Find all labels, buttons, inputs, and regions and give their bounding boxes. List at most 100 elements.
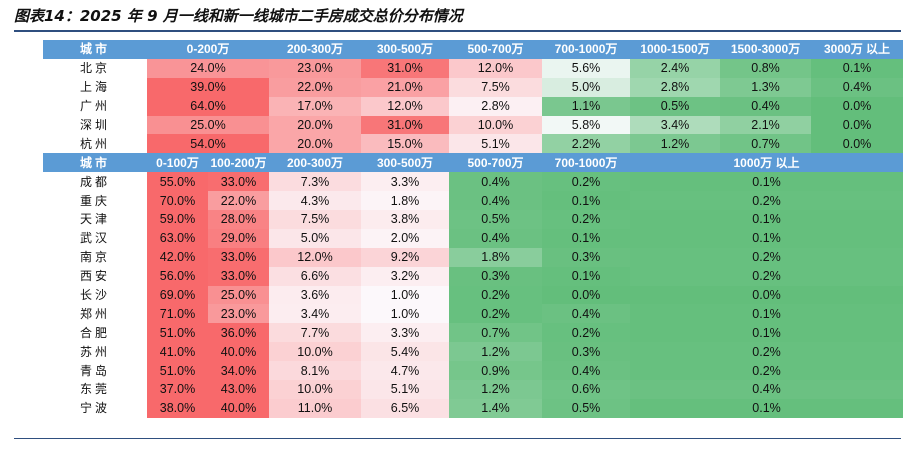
column-header: 城市 — [43, 40, 147, 59]
value-cell: 3.2% — [361, 266, 450, 286]
column-header: 0-200万 — [147, 40, 270, 59]
value-cell: 56.0% — [147, 266, 208, 286]
table1-header-row: 城市 0-200万 200-300万 300-500万 500-700万 700-1000… — [43, 40, 904, 59]
city-cell: 苏州 — [79, 344, 110, 359]
value-cell: 0.5% — [449, 210, 543, 229]
table2-header-row: 城市 0-100万 100-200万 200-300万 300-500万 500-700万… — [43, 153, 904, 173]
value-cell: 0.1% — [630, 398, 904, 418]
value-cell: 36.0% — [208, 323, 270, 343]
table-row: 广州 64.0% 17.0% 12.0% 2.8% 1.1% 0.5% 0.4% 0.0% — [43, 96, 904, 116]
city-cell: 西安 — [79, 269, 110, 284]
value-cell: 0.2% — [630, 342, 904, 362]
table-row: 北京 24.0% 23.0% 31.0% 12.0% 5.6% 2.4% 0.8% 0.1% — [43, 58, 904, 78]
value-cell: 6.5% — [361, 398, 450, 418]
value-cell: 69.0% — [147, 285, 208, 305]
value-cell: 1.2% — [449, 342, 543, 362]
value-cell: 2.0% — [361, 228, 450, 248]
column-header: 城市 — [43, 153, 147, 173]
value-cell: 0.1% — [811, 58, 904, 78]
value-cell: 3.4% — [269, 304, 362, 324]
column-header: 1000万 以上 — [630, 153, 904, 173]
value-cell: 0.5% — [542, 398, 631, 418]
value-cell: 0.4% — [449, 172, 543, 192]
value-cell: 7.3% — [269, 172, 362, 192]
value-cell: 1.2% — [449, 380, 543, 399]
value-cell: 0.0% — [542, 285, 631, 305]
table-body: 城市 0-200万 200-300万 300-500万 500-700万 700-1000… — [43, 40, 904, 418]
value-cell: 23.0% — [208, 304, 270, 324]
value-cell: 17.0% — [269, 96, 362, 116]
value-cell: 38.0% — [147, 398, 208, 418]
value-cell: 71.0% — [147, 304, 208, 324]
value-cell: 2.2% — [542, 134, 631, 154]
column-header: 1500-3000万 — [720, 40, 812, 59]
value-cell: 0.2% — [542, 323, 631, 343]
value-cell: 51.0% — [147, 323, 208, 343]
city-cell: 长沙 — [79, 288, 110, 303]
value-cell: 0.1% — [542, 191, 631, 211]
value-cell: 59.0% — [147, 210, 208, 229]
city-cell: 东莞 — [79, 382, 110, 397]
value-cell: 51.0% — [147, 361, 208, 381]
table-row: 上海 39.0% 22.0% 21.0% 7.5% 5.0% 2.8% 1.3% 0.4% — [43, 77, 904, 97]
value-cell: 3.3% — [361, 323, 450, 343]
value-cell: 5.6% — [542, 58, 631, 78]
column-header: 3000万 以上 — [811, 40, 904, 59]
value-cell: 0.5% — [630, 96, 721, 116]
city-cell: 重庆 — [79, 193, 110, 208]
value-cell: 1.0% — [361, 304, 450, 324]
value-cell: 0.0% — [630, 285, 904, 305]
table-row: 成都 55.0% 33.0% 7.3% 3.3% 0.4% 0.2% 0.1% — [43, 172, 904, 192]
column-header: 1000-1500万 — [630, 40, 721, 59]
value-cell: 25.0% — [208, 285, 270, 305]
value-cell: 0.2% — [542, 172, 631, 192]
value-cell: 7.5% — [449, 77, 543, 97]
value-cell: 12.0% — [361, 96, 450, 116]
value-cell: 4.3% — [269, 191, 362, 211]
value-cell: 0.2% — [630, 191, 904, 211]
value-cell: 2.4% — [630, 58, 721, 78]
title-divider — [14, 30, 901, 32]
value-cell: 40.0% — [208, 342, 270, 362]
value-cell: 0.8% — [720, 58, 812, 78]
value-cell: 0.6% — [542, 380, 631, 399]
value-cell: 54.0% — [147, 134, 270, 154]
value-cell: 4.7% — [361, 361, 450, 381]
column-header: 700-1000万 — [542, 40, 631, 59]
value-cell: 0.4% — [720, 96, 812, 116]
value-cell: 10.0% — [269, 380, 362, 399]
table-row: 重庆 70.0% 22.0% 4.3% 1.8% 0.4% 0.1% 0.2% — [43, 191, 904, 211]
value-cell: 1.8% — [361, 191, 450, 211]
value-cell: 3.3% — [361, 172, 450, 192]
column-header: 100-200万 — [208, 153, 270, 173]
value-cell: 0.3% — [449, 266, 543, 286]
table-row: 西安 56.0% 33.0% 6.6% 3.2% 0.3% 0.1% 0.2% — [43, 266, 904, 286]
city-cell: 青岛 — [79, 363, 110, 378]
column-header: 300-500万 — [361, 40, 450, 59]
table-row: 天津 59.0% 28.0% 7.5% 3.8% 0.5% 0.2% 0.1% — [43, 210, 904, 229]
bottom-divider — [14, 438, 901, 439]
value-cell: 2.8% — [449, 96, 543, 116]
value-cell: 31.0% — [361, 58, 450, 78]
value-cell: 0.2% — [630, 266, 904, 286]
value-cell: 0.7% — [720, 134, 812, 154]
value-cell: 3.4% — [630, 115, 721, 135]
city-cell: 杭州 — [79, 136, 110, 151]
value-cell: 34.0% — [208, 361, 270, 381]
table-row: 杭州 54.0% 20.0% 15.0% 5.1% 2.2% 1.2% 0.7% 0.0% — [43, 134, 904, 154]
table-row: 合肥 51.0% 36.0% 7.7% 3.3% 0.7% 0.2% 0.1% — [43, 323, 904, 343]
value-cell: 70.0% — [147, 191, 208, 211]
table-row: 宁波 38.0% 40.0% 11.0% 6.5% 1.4% 0.5% 0.1% — [43, 398, 904, 418]
price-distribution-table: 城市 0-200万 200-300万 300-500万 500-700万 700-1000… — [43, 40, 904, 418]
table-row: 东莞 37.0% 43.0% 10.0% 5.1% 1.2% 0.6% 0.4% — [43, 380, 904, 399]
value-cell: 37.0% — [147, 380, 208, 399]
value-cell: 5.1% — [449, 134, 543, 154]
value-cell: 15.0% — [361, 134, 450, 154]
value-cell: 0.3% — [542, 247, 631, 267]
value-cell: 22.0% — [208, 191, 270, 211]
column-header: 700-1000万 — [542, 153, 631, 173]
value-cell: 0.1% — [630, 172, 904, 192]
value-cell: 20.0% — [269, 134, 362, 154]
value-cell: 7.7% — [269, 323, 362, 343]
value-cell: 41.0% — [147, 342, 208, 362]
